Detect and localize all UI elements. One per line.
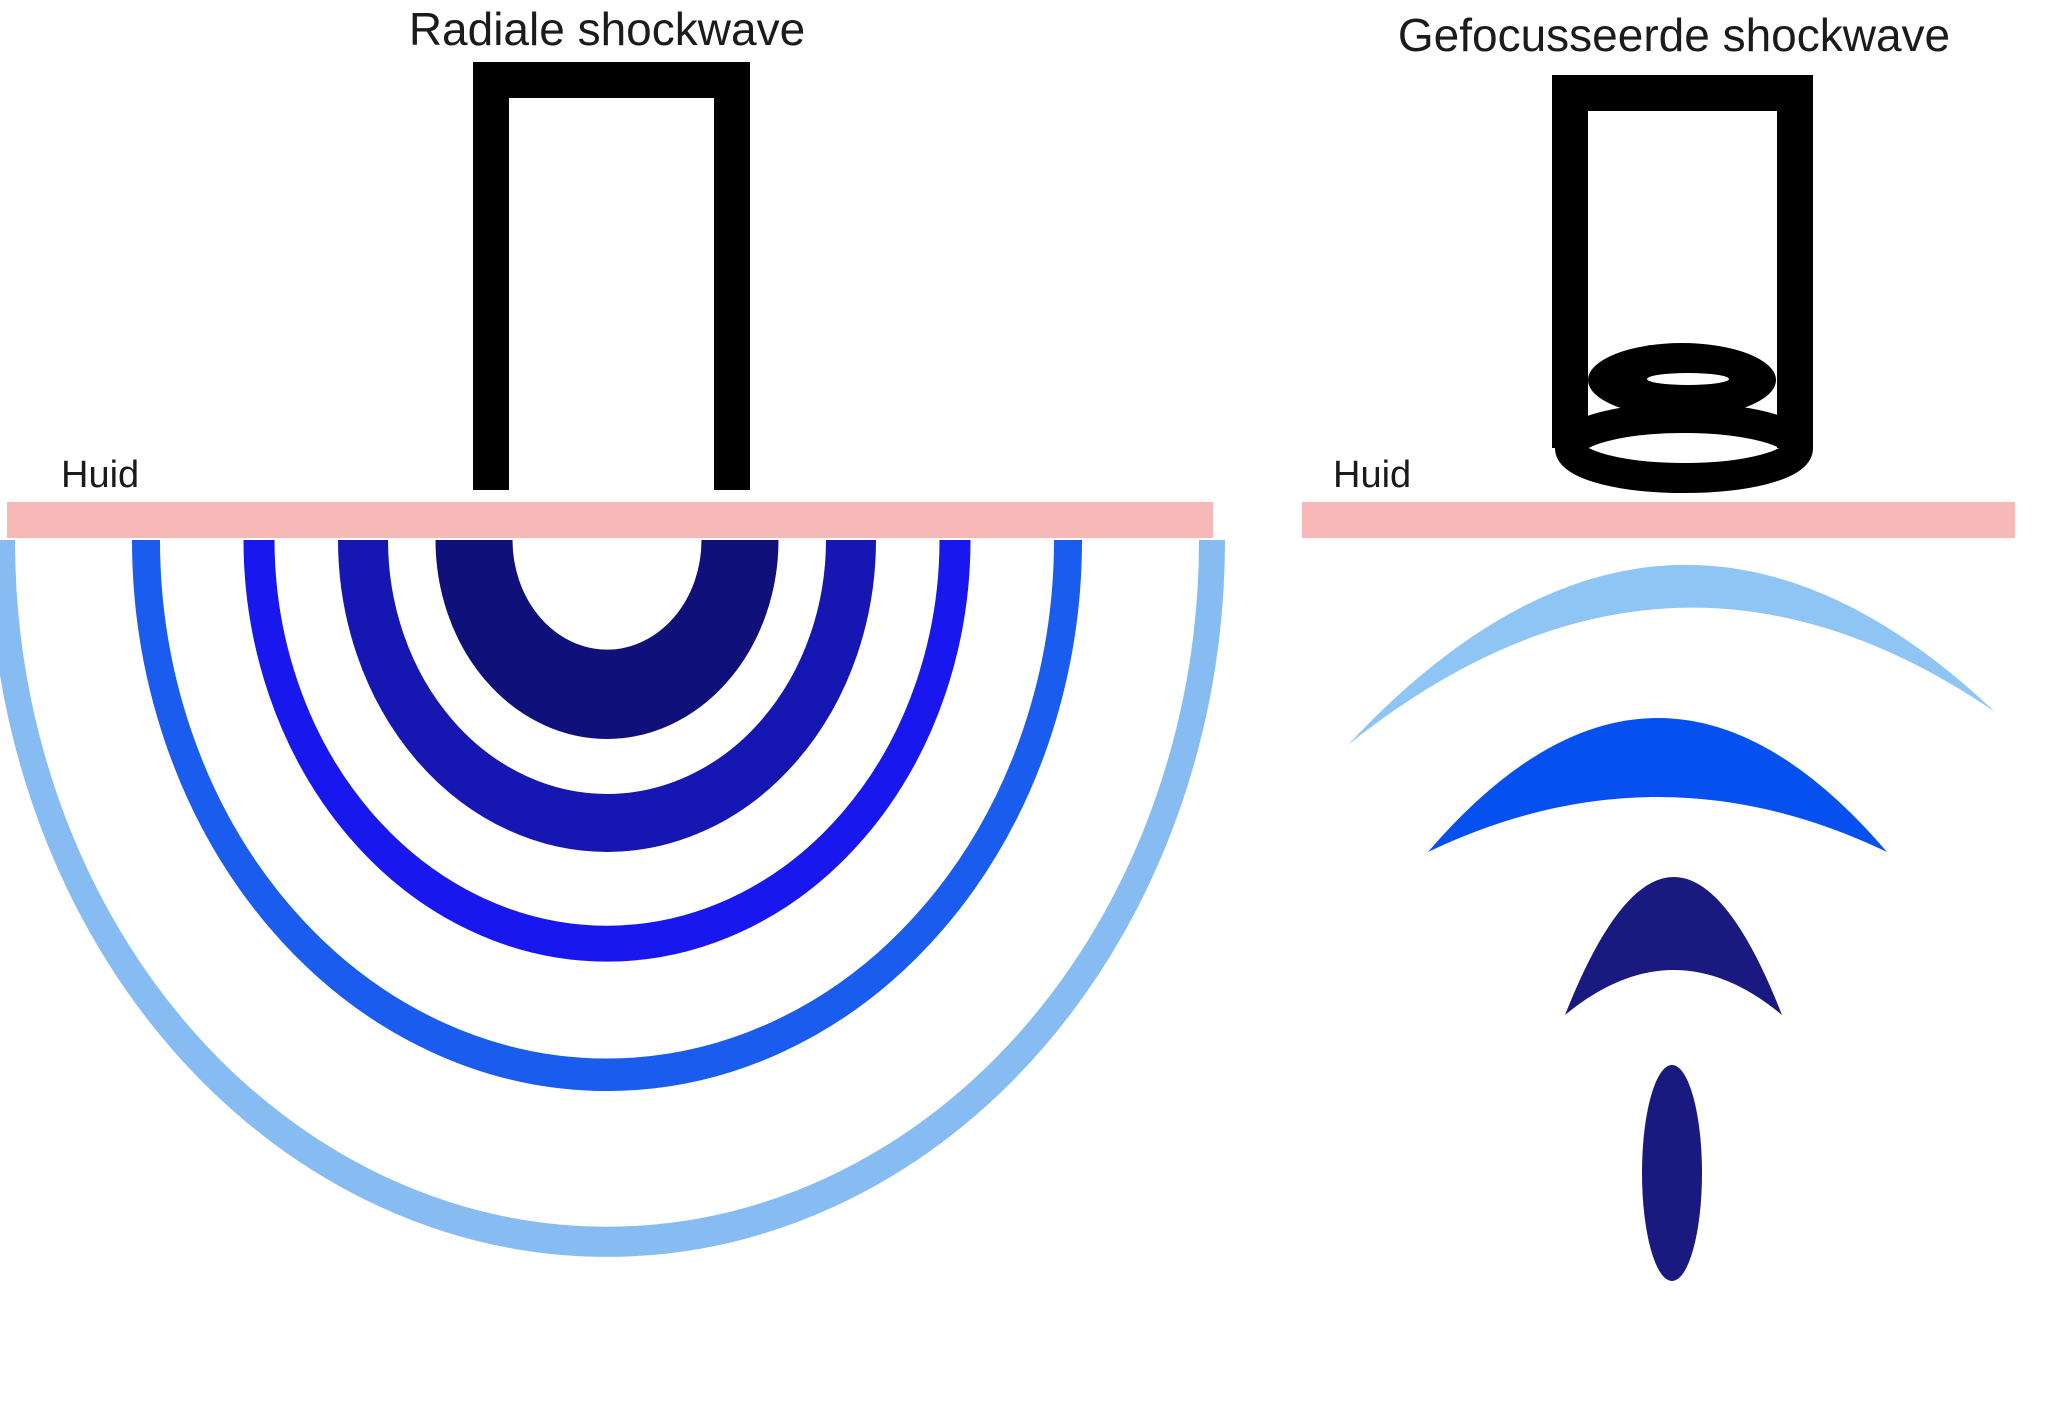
radial-wave-1	[435, 538, 779, 739]
radial-wave-4	[132, 539, 1082, 1091]
focused-wave-deep	[1565, 877, 1782, 1015]
left-panel-title: Radiale shockwave	[408, 3, 806, 55]
transducer-slit	[1647, 373, 1729, 385]
focused-wave-shallow	[1348, 564, 1995, 745]
radial-wave-5	[0, 539, 1225, 1257]
left-skin-label: Huid	[61, 454, 140, 496]
radial-wave-3	[243, 539, 971, 962]
right-panel-title: Gefocusseerde shockwave	[1397, 9, 1951, 61]
right-skin-bar	[1302, 502, 2015, 538]
radial-wave-group	[0, 538, 1225, 1257]
right-skin-label: Huid	[1333, 454, 1412, 496]
focused-wave-mid	[1428, 718, 1887, 852]
transducer-body	[1552, 75, 1813, 448]
radial-wave-2	[338, 539, 876, 853]
radial-applicator	[473, 62, 750, 490]
focused-transducer	[1552, 75, 1813, 493]
focal-point-ellipse	[1642, 1065, 1702, 1281]
left-skin-bar	[7, 502, 1213, 538]
transducer-rim	[1555, 403, 1813, 493]
